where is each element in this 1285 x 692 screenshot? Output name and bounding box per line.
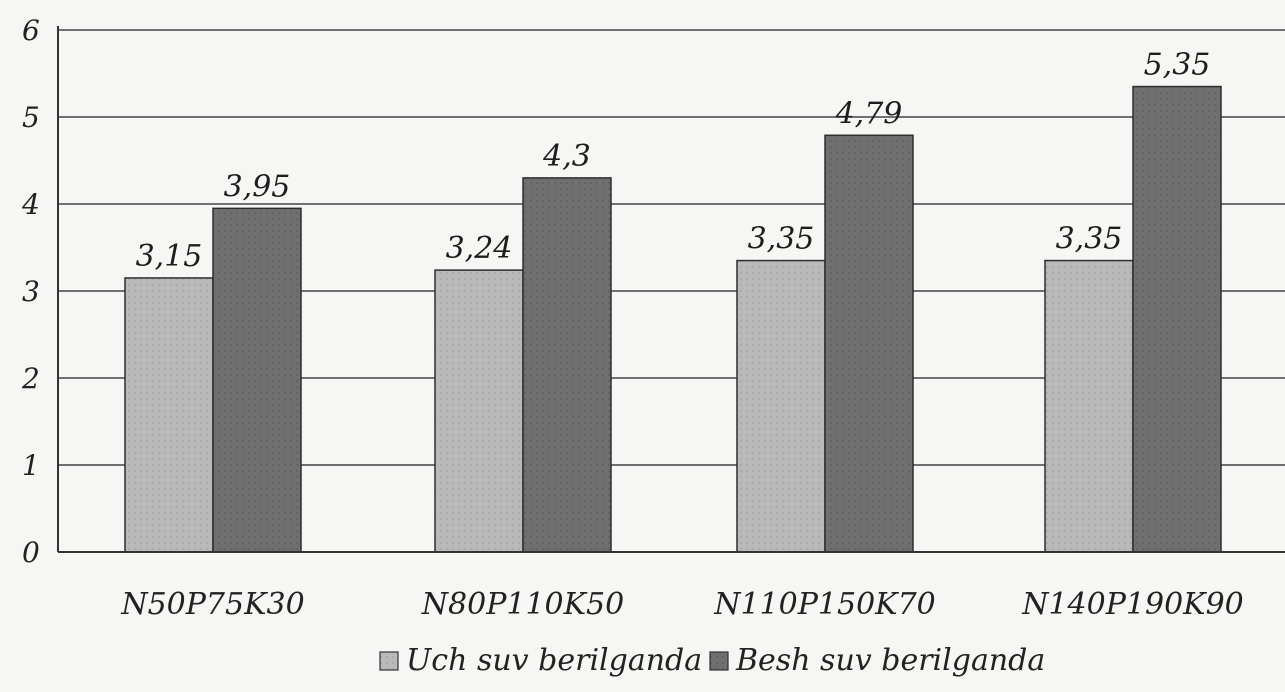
- bar-uch-1: [434, 269, 524, 553]
- data-label-besh-0: 3,95: [224, 169, 291, 204]
- data-label-besh-2: 4,79: [835, 96, 903, 131]
- data-label-uch-3: 3,35: [1056, 222, 1123, 257]
- y-tick-label-2: 2: [21, 362, 40, 395]
- x-tick-label-2: N110P150K70: [713, 587, 936, 622]
- y-tick-label-1: 1: [22, 449, 40, 482]
- data-label-uch-0: 3,15: [136, 239, 203, 274]
- y-tick-label-4: 4: [21, 188, 40, 221]
- bar-besh-3: [1132, 85, 1222, 553]
- data-label-uch-1: 3,24: [446, 231, 513, 266]
- x-tick-label-0: N50P75K30: [120, 587, 304, 622]
- legend-label-uch: Uch suv berilganda: [406, 643, 702, 678]
- x-tick-label-3: N140P190K90: [1021, 587, 1244, 622]
- data-label-besh-3: 5,35: [1144, 48, 1211, 83]
- data-label-besh-1: 4,3: [542, 139, 591, 174]
- x-tick-label-1: N80P110K50: [421, 587, 624, 622]
- y-tick-label-0: 0: [22, 536, 40, 569]
- bar-besh-1: [522, 177, 612, 553]
- legend-swatch-besh: [709, 651, 729, 671]
- y-tick-label-3: 3: [22, 275, 40, 308]
- data-label-uch-2: 3,35: [748, 222, 815, 257]
- bar-uch-0: [124, 277, 214, 553]
- legend-label-besh: Besh suv berilganda: [735, 643, 1045, 678]
- bar-uch-2: [736, 259, 826, 553]
- bar-besh-0: [212, 207, 302, 553]
- bar-uch-3: [1044, 259, 1134, 553]
- y-tick-label-6: 6: [22, 14, 40, 47]
- y-tick-label-5: 5: [22, 101, 40, 134]
- legend-swatch-uch: [379, 651, 399, 671]
- bar-besh-2: [824, 134, 914, 553]
